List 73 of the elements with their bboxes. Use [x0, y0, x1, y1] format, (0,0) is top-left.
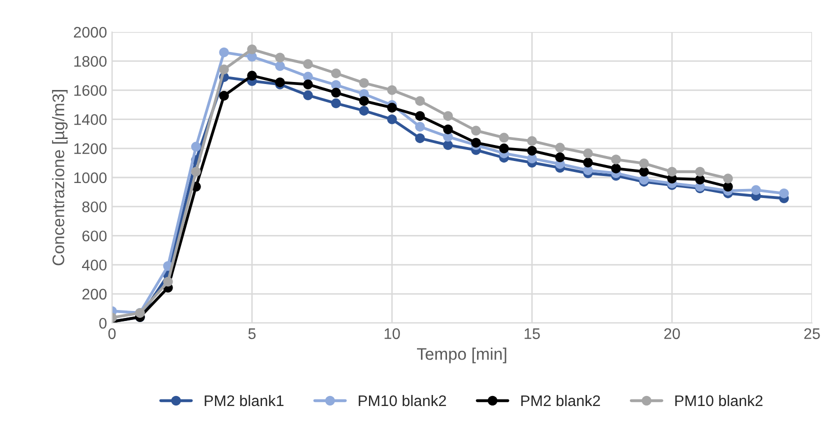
y-tick-label: 1600 — [74, 85, 107, 96]
point — [387, 114, 397, 124]
point — [499, 144, 509, 154]
point — [611, 164, 621, 174]
x-tick-label: 0 — [108, 328, 116, 340]
point — [387, 85, 397, 95]
point — [247, 44, 257, 54]
point — [723, 174, 733, 184]
point — [247, 70, 257, 81]
y-tick-label: 600 — [82, 230, 107, 242]
y-tick-label: 200 — [82, 288, 107, 300]
point — [499, 132, 509, 142]
point — [387, 102, 397, 113]
point — [415, 122, 425, 132]
x-tick-label: 15 — [524, 328, 540, 340]
point — [191, 166, 201, 177]
legend-label: PM10 blank2 — [358, 394, 446, 406]
x-axis-title: Tempo [min] — [416, 348, 506, 364]
legend-label: PM2 blank1 — [204, 394, 284, 406]
point — [415, 133, 425, 144]
point — [779, 188, 789, 198]
point — [443, 124, 453, 134]
y-tick-label: 1000 — [74, 172, 107, 184]
y-tick-label: 1400 — [74, 114, 107, 125]
point — [275, 52, 285, 62]
y-tick-label: 800 — [82, 201, 107, 212]
point — [583, 158, 593, 168]
point — [163, 276, 173, 287]
point — [695, 166, 705, 177]
point — [639, 166, 649, 177]
point — [303, 90, 313, 100]
point — [415, 111, 425, 121]
y-tick-label: 400 — [82, 260, 107, 270]
point — [303, 80, 313, 90]
point — [555, 142, 565, 153]
y-tick-label: 1800 — [74, 56, 107, 67]
y-tick-label: 2000 — [74, 26, 107, 38]
point — [219, 48, 229, 58]
point — [471, 138, 481, 148]
point — [583, 148, 593, 158]
y-tick-label: 1200 — [74, 143, 107, 154]
point — [667, 166, 677, 177]
point — [415, 96, 425, 106]
x-tick-label: 20 — [664, 328, 680, 340]
point — [331, 88, 341, 98]
point — [219, 64, 229, 74]
point — [443, 140, 453, 150]
point — [359, 106, 369, 116]
point — [527, 146, 537, 156]
y-tick-label: 0 — [99, 318, 107, 329]
point — [555, 152, 565, 162]
y-axis-title: Concentrazione [µg/m3] — [52, 90, 68, 266]
x-tick-label: 10 — [384, 328, 400, 340]
point — [639, 158, 649, 168]
point — [331, 68, 341, 78]
x-tick-label: 5 — [248, 328, 256, 340]
x-tick-label: 25 — [804, 328, 820, 340]
point — [723, 182, 733, 192]
point — [471, 126, 481, 136]
point — [331, 98, 341, 108]
legend-label: PM10 blank2 — [675, 394, 762, 406]
point — [527, 136, 537, 146]
point — [751, 185, 761, 195]
point — [191, 142, 201, 152]
point — [611, 154, 621, 164]
point — [219, 90, 229, 101]
point — [303, 59, 313, 69]
point — [359, 78, 369, 88]
point — [275, 61, 285, 71]
point — [359, 96, 369, 106]
legend-label: PM2 blank2 — [521, 394, 600, 406]
point — [443, 111, 453, 121]
point — [275, 77, 285, 88]
